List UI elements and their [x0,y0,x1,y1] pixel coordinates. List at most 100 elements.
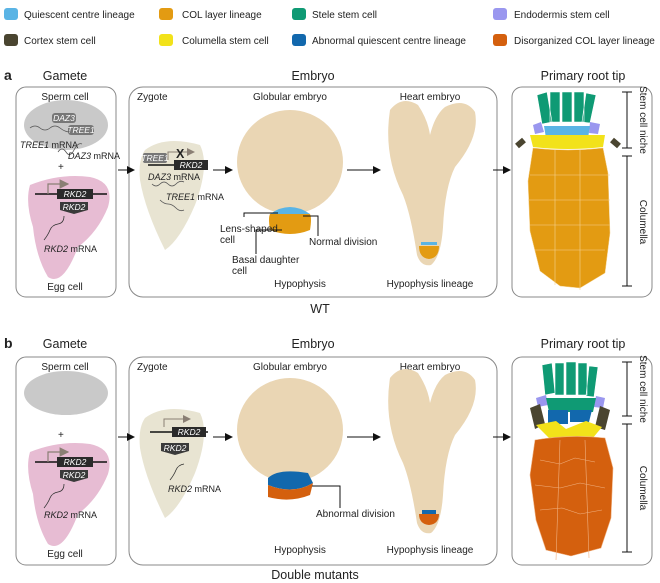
heart-embryo [388,101,476,266]
embryo-box [128,356,498,566]
svg-text:RKD2: RKD2 [164,443,187,453]
legend-item: Cortex stem cell [4,34,96,47]
svg-text:cell: cell [232,266,247,277]
double-mutants-caption: Double mutants [271,568,359,582]
disorganized-col-cell [268,483,313,500]
svg-text:DAZ3 mRNA: DAZ3 mRNA [148,172,200,182]
legend-item: Abnormal quiescent centre lineage [292,34,466,47]
swatch [159,34,173,46]
embryo-title: Embryo [291,337,334,351]
plus-sign: + [58,430,64,441]
root-title: Primary root tip [541,337,626,351]
legend-item: Columella stem cell [159,34,269,47]
gamete-box [15,86,117,298]
swatch [493,34,507,46]
lens-shaped-cell [270,207,310,214]
svg-text:RKD2: RKD2 [63,202,86,212]
egg-label: Egg cell [47,549,83,560]
hypophysis-label: Hypophysis [274,279,326,290]
columella-label: Columella [637,200,648,245]
basal-daughter-cell [269,214,311,234]
globular-label: Globular embryo [253,362,327,373]
stem-niche-label: Stem cell niche [637,86,648,154]
heart-embryo [388,369,476,534]
svg-text:TREE1: TREE1 [141,153,169,163]
svg-text:RKD2 mRNA: RKD2 mRNA [44,510,97,520]
legend-label: Cortex stem cell [24,36,96,47]
gamete-title: Gamete [43,69,88,83]
gamete-title: Gamete [43,337,88,351]
embryo-title: Embryo [291,69,334,83]
svg-text:RKD2: RKD2 [64,457,87,467]
abnormal-qc-cell [268,471,313,490]
zygote-label: Zygote [137,362,168,373]
globular-embryo [237,110,343,214]
legend-label: Stele stem cell [312,10,377,21]
svg-text:RKD2: RKD2 [63,470,86,480]
swatch [4,8,18,20]
svg-text:RKD2 mRNA: RKD2 mRNA [44,244,97,254]
hyp-lineage-label: Hypophysis lineage [387,545,474,556]
sperm-cell [24,100,108,150]
egg-cell [28,443,110,546]
root-box [511,356,653,566]
heart-label: Heart embryo [400,92,461,103]
svg-text:RKD2 mRNA: RKD2 mRNA [168,484,221,494]
panel-letter: a [4,67,12,83]
zygote-label: Zygote [137,92,168,103]
svg-text:RKD2: RKD2 [178,427,201,437]
svg-text:Lens-shaped: Lens-shaped [220,224,278,235]
hyp-lineage-label: Hypophysis lineage [387,279,474,290]
globular-embryo [237,378,343,482]
sperm-label: Sperm cell [41,362,88,373]
legend: Quiescent centre lineage COL layer linea… [4,8,655,47]
swatch [292,34,306,46]
legend-item: Disorganized COL layer lineage [493,34,655,47]
legend-label: Columella stem cell [182,36,269,47]
globular-label: Globular embryo [253,92,327,103]
panel-letter: b [4,335,13,351]
svg-text:RKD2: RKD2 [64,189,87,199]
legend-item: COL layer lineage [159,8,262,21]
legend-item: Stele stem cell [292,8,377,21]
root-tip-wt: Stem cell niche Columella [515,86,648,290]
stem-niche-label: Stem cell niche [637,355,648,423]
sperm-label: Sperm cell [41,92,88,103]
legend-item: Endodermis stem cell [493,8,610,21]
swatch [493,8,507,20]
daz3-protein: DAZ3 [53,113,75,123]
legend-label: Endodermis stem cell [514,10,610,21]
zygote-cell [139,409,204,518]
legend-item: Quiescent centre lineage [4,8,135,21]
svg-text:RKD2: RKD2 [180,160,203,170]
svg-text:Normal division: Normal division [309,237,377,248]
egg-label: Egg cell [47,282,83,293]
columella-label: Columella [637,466,648,511]
legend-label: Abnormal quiescent centre lineage [312,36,466,47]
embryo-box [128,86,498,298]
gamete-box [15,356,117,566]
svg-text:Basal daughter: Basal daughter [232,255,300,266]
legend-label: Quiescent centre lineage [24,10,135,21]
swatch [159,8,173,20]
svg-text:TREE1 mRNA: TREE1 mRNA [166,192,224,202]
swatch [292,8,306,20]
abnormal-division-label: Abnormal division [316,509,395,520]
root-box [511,86,653,298]
svg-text:cell: cell [220,235,235,246]
legend-label: Disorganized COL layer lineage [514,36,655,47]
root-title: Primary root tip [541,69,626,83]
plus-sign: + [58,162,64,173]
panel-b: b Gamete Embryo Primary root tip Sperm c… [4,335,653,582]
legend-label: COL layer lineage [182,10,262,21]
heart-label: Heart embryo [400,362,461,373]
sperm-cell [24,371,108,415]
hypophysis-label: Hypophysis [274,545,326,556]
panel-a: a Gamete Embryo Primary root tip Sperm c… [4,67,653,316]
swatch [4,34,18,46]
egg-cell [28,176,110,279]
root-tip-mutant: Stem cell niche Columella [529,355,648,561]
tree1-protein: TREE1 [67,125,95,135]
